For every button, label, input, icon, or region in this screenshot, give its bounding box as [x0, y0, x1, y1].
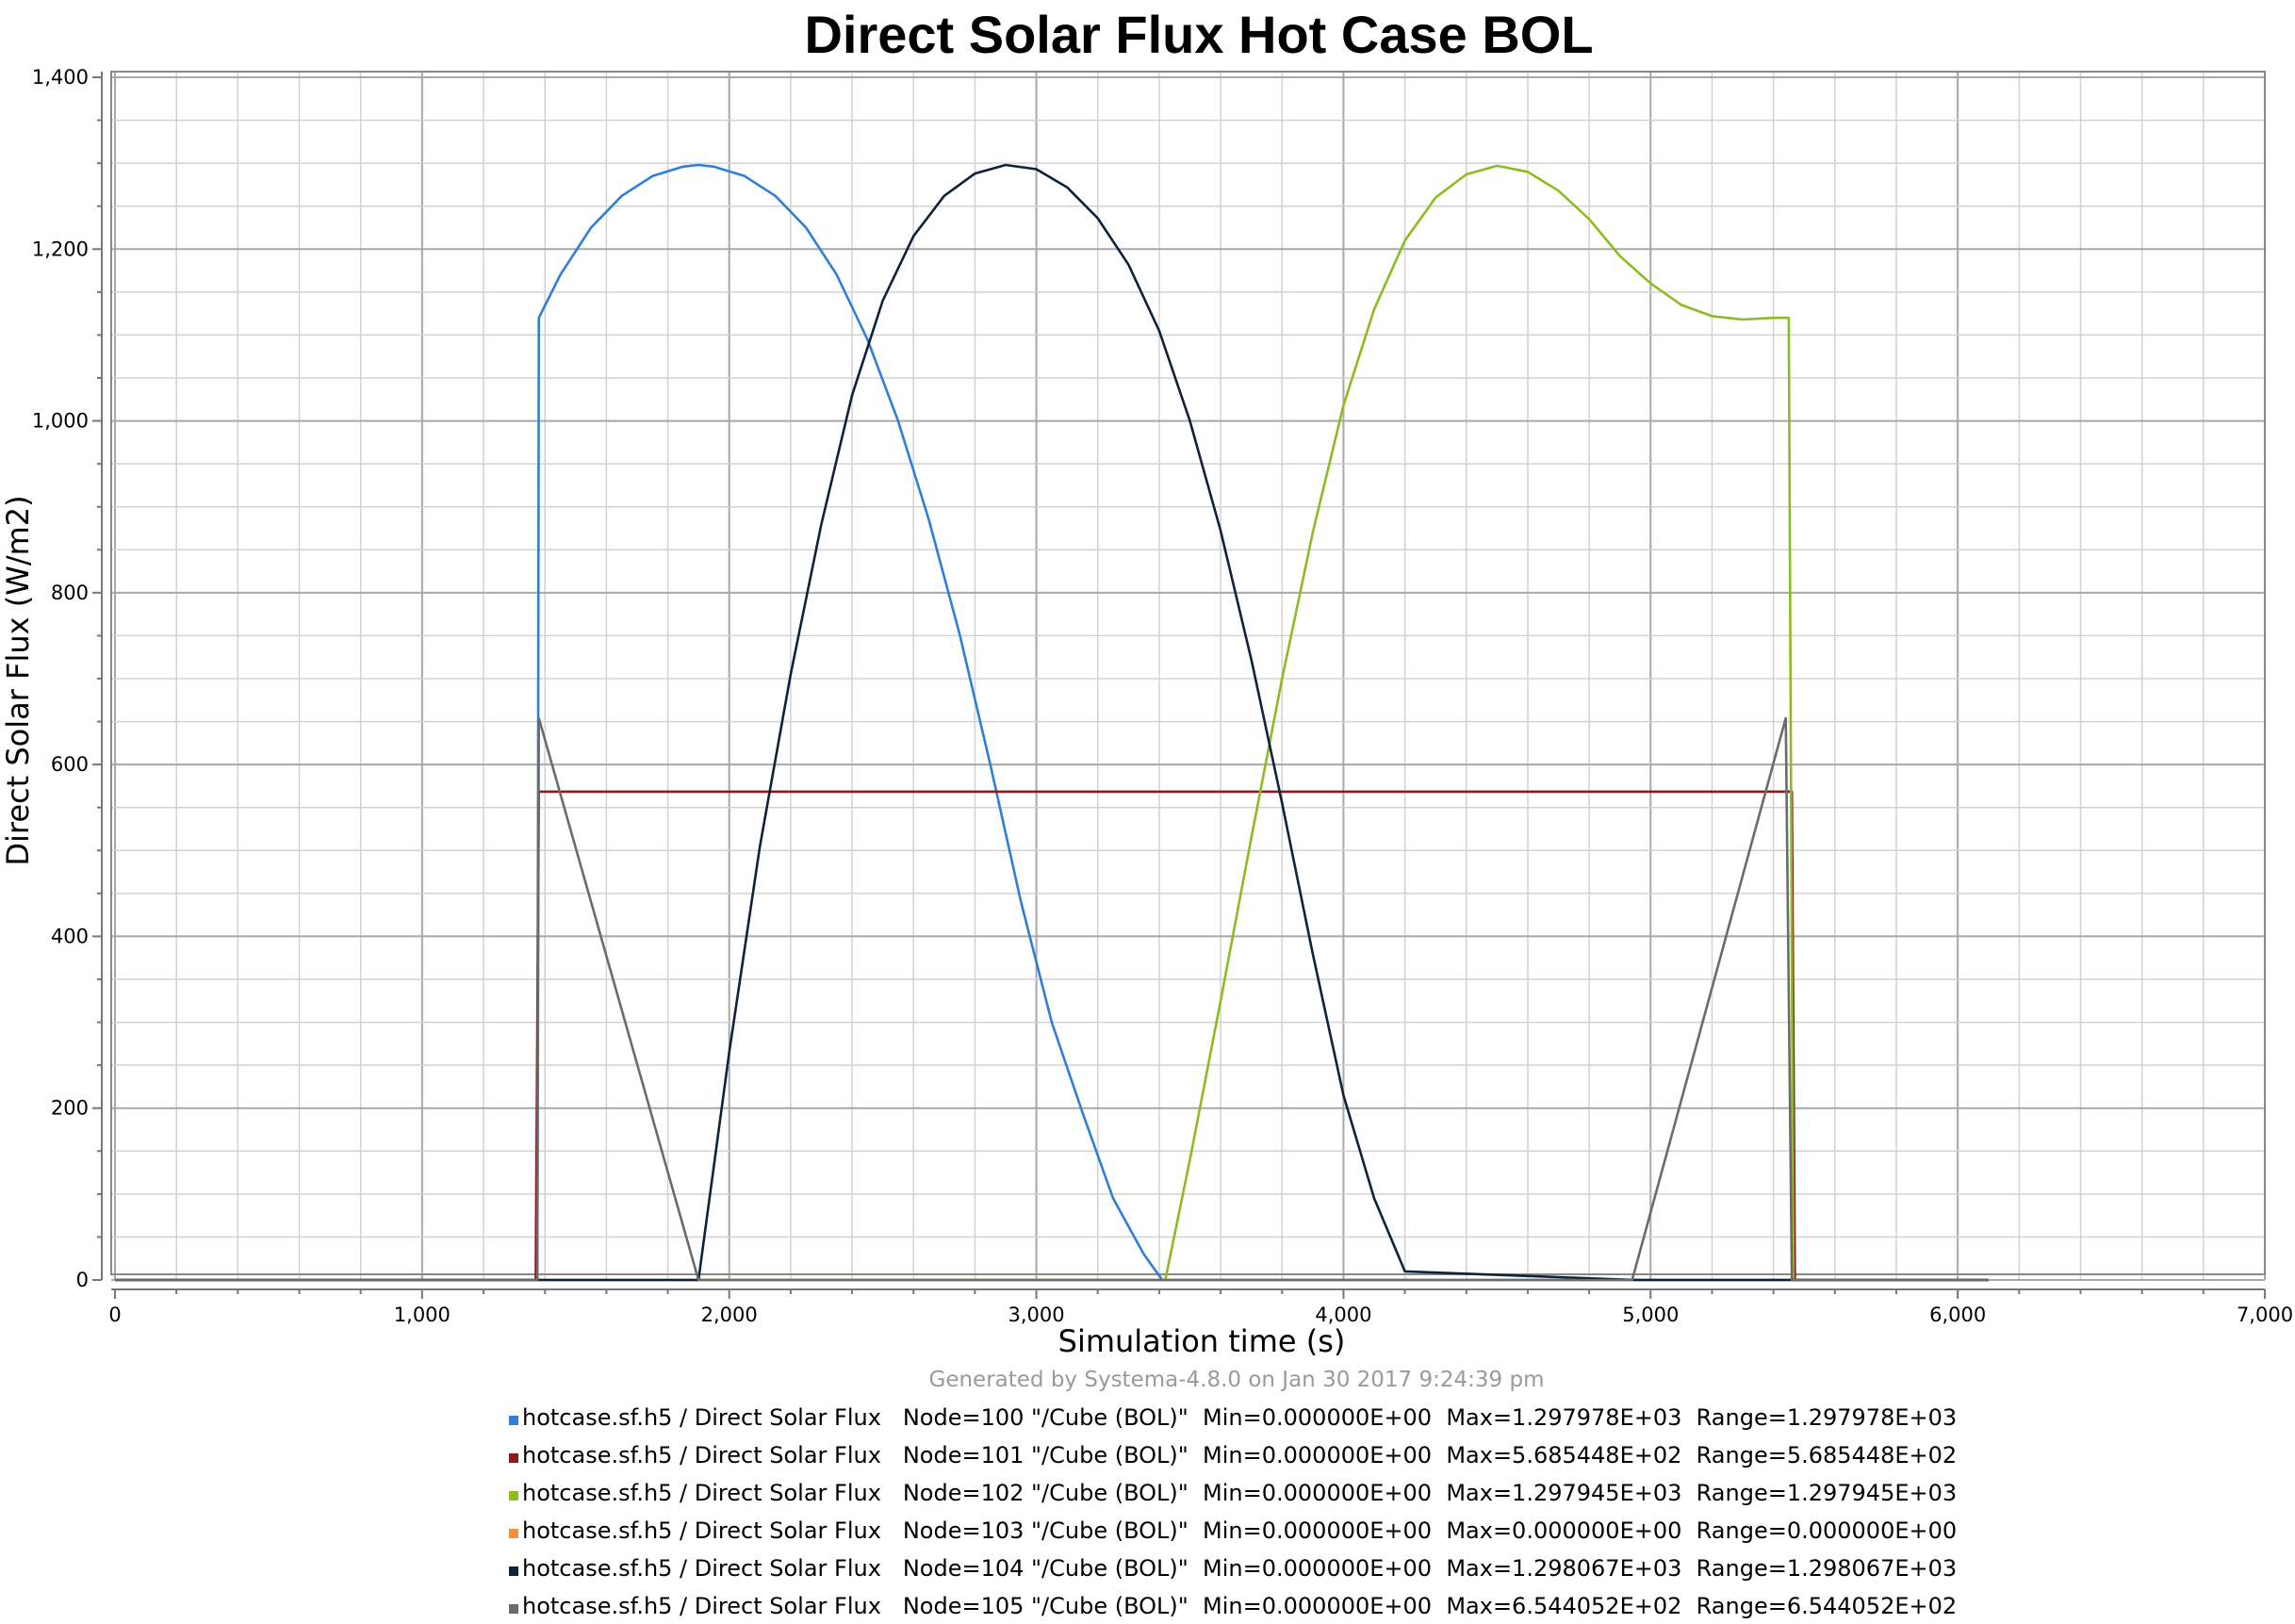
y-tick-label: 400 — [51, 925, 89, 947]
y-tick-label: 0 — [76, 1269, 89, 1291]
legend-entry: hotcase.sf.h5 / Direct Solar Flux Node=1… — [522, 1555, 1957, 1582]
legend-entry: hotcase.sf.h5 / Direct Solar Flux Node=1… — [522, 1593, 1957, 1619]
y-axis-label: Direct Solar Flux (W/m2) — [0, 495, 36, 865]
legend-entry: hotcase.sf.h5 / Direct Solar Flux Node=1… — [522, 1404, 1957, 1431]
x-tick-label: 0 — [108, 1304, 121, 1326]
chart-title: Direct Solar Flux Hot Case BOL — [804, 5, 1593, 64]
legend-swatch — [509, 1567, 518, 1576]
legend-swatch — [509, 1604, 518, 1614]
x-tick-label: 5,000 — [1622, 1304, 1679, 1326]
series-line-0 — [115, 163, 1989, 1282]
y-tick-label: 1,000 — [32, 410, 89, 433]
legend-swatch — [509, 1491, 518, 1501]
legend-entry: hotcase.sf.h5 / Direct Solar Flux Node=1… — [522, 1517, 1957, 1544]
y-tick-label: 1,200 — [32, 238, 89, 260]
y-tick-label: 200 — [51, 1097, 89, 1120]
legend-entry: hotcase.sf.h5 / Direct Solar Flux Node=1… — [522, 1442, 1957, 1468]
series-group — [115, 163, 1989, 1282]
series-line-5 — [115, 716, 1989, 1282]
y-axis: 0 200 400 600 800 1,000 1,200 1,400 — [32, 66, 103, 1291]
x-tick-label: 2,000 — [701, 1304, 758, 1326]
x-axis-label: Simulation time (s) — [1058, 1323, 1346, 1359]
legend-entry: hotcase.sf.h5 / Direct Solar Flux Node=1… — [522, 1480, 1957, 1506]
y-tick-label: 1,400 — [32, 66, 89, 89]
legend-swatch — [509, 1416, 518, 1425]
x-tick-label: 6,000 — [1929, 1304, 1986, 1326]
legend-swatch — [509, 1453, 518, 1463]
legend: hotcase.sf.h5 / Direct Solar Flux Node=1… — [509, 1404, 1957, 1619]
x-tick-label: 4,000 — [1315, 1304, 1371, 1326]
series-line-1 — [115, 790, 1989, 1282]
generated-caption: Generated by Systema-4.8.0 on Jan 30 201… — [929, 1368, 1545, 1392]
legend-swatch — [509, 1529, 518, 1538]
x-tick-label: 1,000 — [394, 1304, 451, 1326]
grid — [111, 72, 2266, 1281]
y-tick-label: 600 — [51, 753, 89, 776]
x-tick-label: 7,000 — [2237, 1304, 2293, 1326]
x-axis: 0 1,000 2,000 3,000 4,000 5,000 6,000 7,000 — [108, 1288, 2293, 1326]
y-tick-label: 800 — [51, 582, 89, 604]
series-line-2 — [115, 164, 1989, 1282]
x-tick-label: 3,000 — [1008, 1304, 1065, 1326]
plot-frame — [110, 71, 2266, 1275]
series-line-4 — [115, 163, 1989, 1282]
